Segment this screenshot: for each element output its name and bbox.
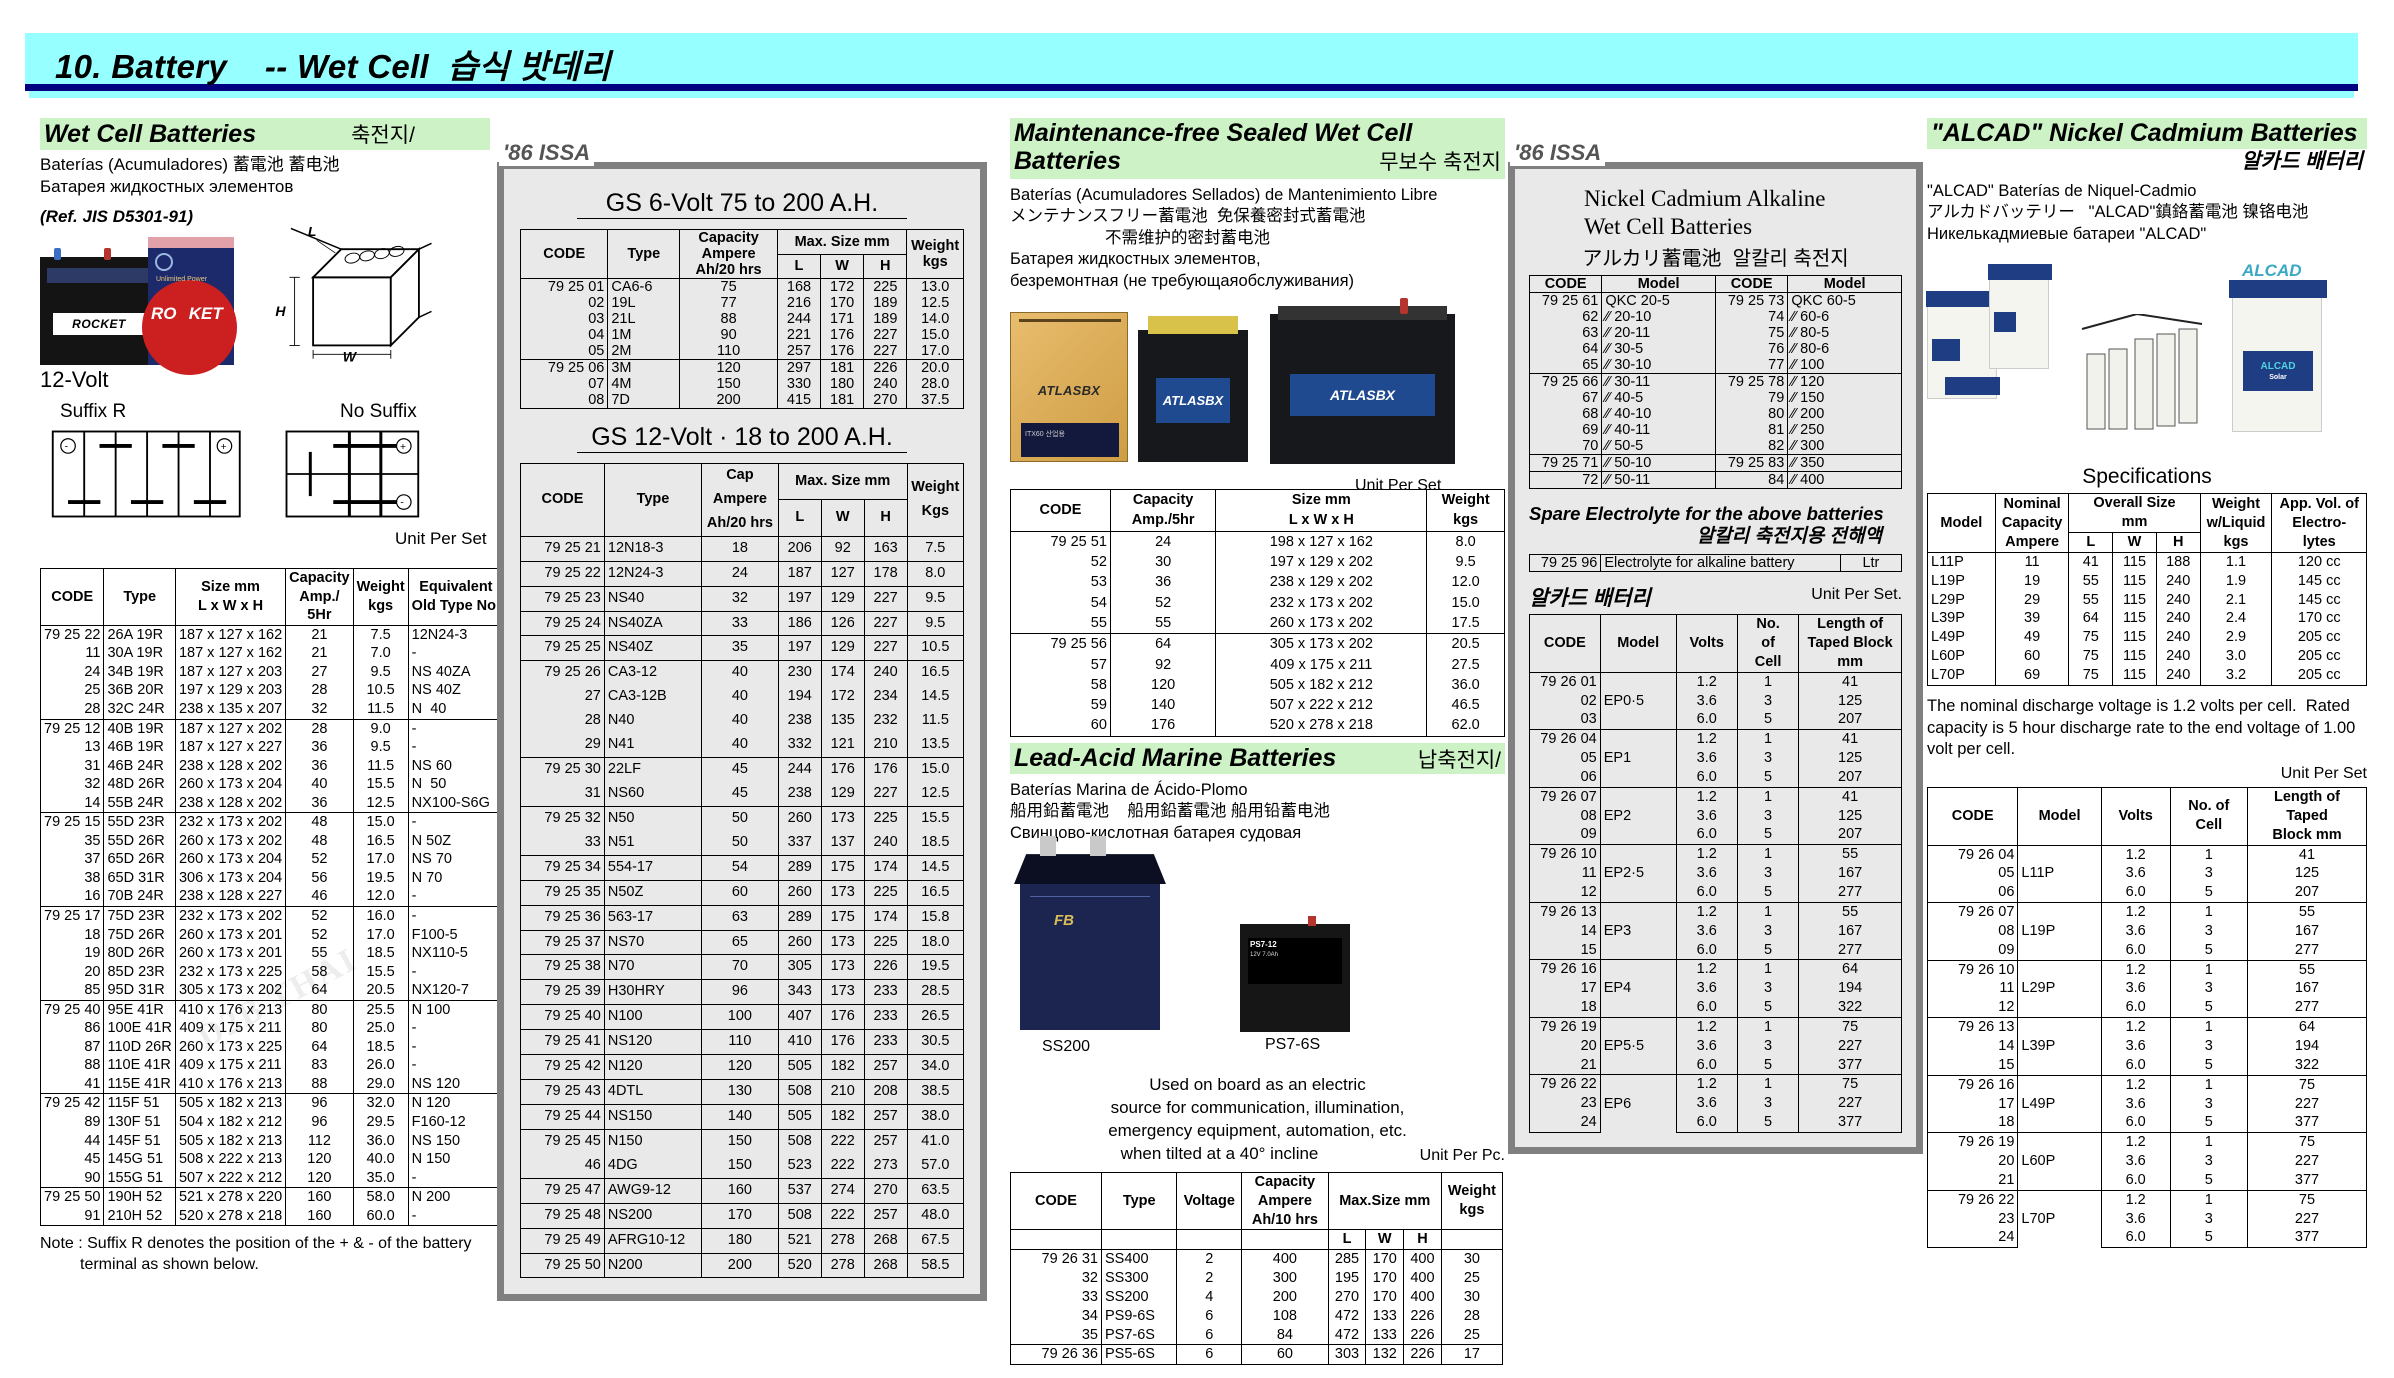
svg-text:H: H (275, 303, 286, 319)
svg-text:-: - (400, 498, 403, 509)
svg-text:L: L (308, 227, 317, 239)
svg-text:W: W (343, 349, 358, 364)
svg-text:+: + (400, 442, 406, 453)
